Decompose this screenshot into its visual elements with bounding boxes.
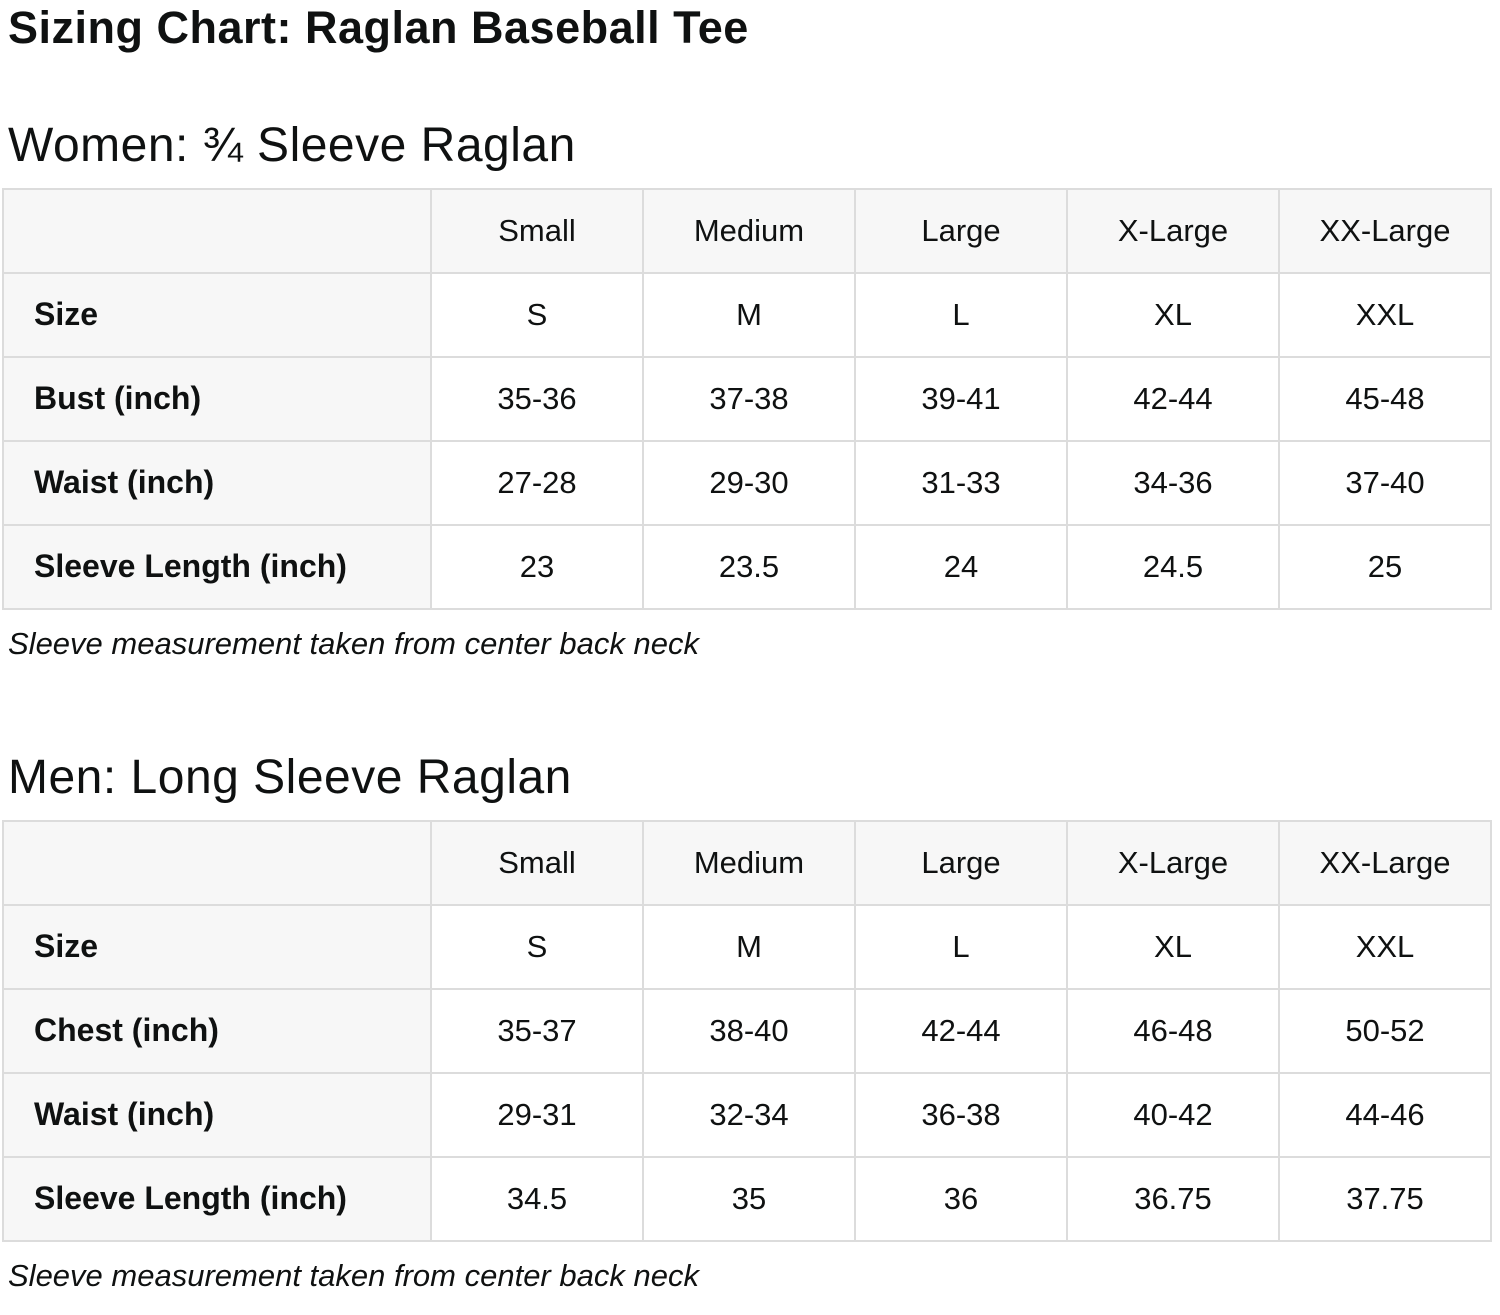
value-cell: 44-46 <box>1278 1071 1492 1158</box>
value-cell: 50-52 <box>1278 987 1492 1074</box>
row-label: Sleeve Length (inch) <box>2 1155 432 1242</box>
men-sizing-table: Small Medium Large X-Large XX-Large Size… <box>2 819 1492 1242</box>
value-cell: 32-34 <box>642 1071 856 1158</box>
row-label: Waist (inch) <box>2 1071 432 1158</box>
men-section: Men: Long Sleeve Raglan Small Medium Lar… <box>0 750 1500 1294</box>
value-cell: 39-41 <box>854 355 1068 442</box>
row-label: Sleeve Length (inch) <box>2 523 432 610</box>
value-cell: M <box>642 271 856 358</box>
value-cell: XXL <box>1278 903 1492 990</box>
value-cell: 40-42 <box>1066 1071 1280 1158</box>
value-cell: 38-40 <box>642 987 856 1074</box>
table-header-row: Small Medium Large X-Large XX-Large <box>2 819 1492 906</box>
sizing-note: Sleeve measurement taken from center bac… <box>8 625 699 661</box>
value-cell: L <box>854 271 1068 358</box>
value-cell: 36-38 <box>854 1071 1068 1158</box>
women-section: Women: ¾ Sleeve Raglan Small Medium Larg… <box>0 118 1500 662</box>
value-cell: 24.5 <box>1066 523 1280 610</box>
value-cell: 24 <box>854 523 1068 610</box>
column-header: X-Large <box>1066 819 1280 906</box>
table-row: Size S M L XL XXL <box>2 271 1492 358</box>
value-cell: 37-38 <box>642 355 856 442</box>
table-row: Chest (inch) 35-37 38-40 42-44 46-48 50-… <box>2 987 1492 1074</box>
value-cell: 36.75 <box>1066 1155 1280 1242</box>
value-cell: 31-33 <box>854 439 1068 526</box>
row-label: Chest (inch) <box>2 987 432 1074</box>
value-cell: 29-30 <box>642 439 856 526</box>
corner-cell <box>2 819 432 906</box>
value-cell: 29-31 <box>430 1071 644 1158</box>
row-label: Size <box>2 903 432 990</box>
row-label: Waist (inch) <box>2 439 432 526</box>
table-header-row: Small Medium Large X-Large XX-Large <box>2 187 1492 274</box>
value-cell: 23 <box>430 523 644 610</box>
value-cell: 27-28 <box>430 439 644 526</box>
value-cell: 42-44 <box>1066 355 1280 442</box>
value-cell: S <box>430 271 644 358</box>
page-title: Sizing Chart: Raglan Baseball Tee <box>8 2 749 53</box>
value-cell: 37-40 <box>1278 439 1492 526</box>
value-cell: 45-48 <box>1278 355 1492 442</box>
column-header: Small <box>430 187 644 274</box>
value-cell: L <box>854 903 1068 990</box>
column-header: X-Large <box>1066 187 1280 274</box>
value-cell: S <box>430 903 644 990</box>
value-cell: XL <box>1066 903 1280 990</box>
value-cell: 34-36 <box>1066 439 1280 526</box>
table-row: Size S M L XL XXL <box>2 903 1492 990</box>
table-row: Sleeve Length (inch) 34.5 35 36 36.75 37… <box>2 1155 1492 1242</box>
column-header: Medium <box>642 819 856 906</box>
value-cell: XXL <box>1278 271 1492 358</box>
value-cell: 37.75 <box>1278 1155 1492 1242</box>
column-header: XX-Large <box>1278 187 1492 274</box>
value-cell: 35-37 <box>430 987 644 1074</box>
women-sizing-table: Small Medium Large X-Large XX-Large Size… <box>2 187 1492 610</box>
column-header: Medium <box>642 187 856 274</box>
column-header: Large <box>854 819 1068 906</box>
value-cell: 46-48 <box>1066 987 1280 1074</box>
value-cell: 35-36 <box>430 355 644 442</box>
value-cell: 42-44 <box>854 987 1068 1074</box>
corner-cell <box>2 187 432 274</box>
row-label: Bust (inch) <box>2 355 432 442</box>
column-header: Small <box>430 819 644 906</box>
table-row: Waist (inch) 27-28 29-30 31-33 34-36 37-… <box>2 439 1492 526</box>
value-cell: M <box>642 903 856 990</box>
value-cell: 23.5 <box>642 523 856 610</box>
value-cell: 35 <box>642 1155 856 1242</box>
value-cell: 25 <box>1278 523 1492 610</box>
women-section-heading: Women: ¾ Sleeve Raglan <box>8 118 576 172</box>
value-cell: 34.5 <box>430 1155 644 1242</box>
men-section-heading: Men: Long Sleeve Raglan <box>8 750 572 804</box>
sizing-note: Sleeve measurement taken from center bac… <box>8 1257 699 1293</box>
table-row: Waist (inch) 29-31 32-34 36-38 40-42 44-… <box>2 1071 1492 1158</box>
row-label: Size <box>2 271 432 358</box>
table-row: Bust (inch) 35-36 37-38 39-41 42-44 45-4… <box>2 355 1492 442</box>
column-header: XX-Large <box>1278 819 1492 906</box>
column-header: Large <box>854 187 1068 274</box>
table-row: Sleeve Length (inch) 23 23.5 24 24.5 25 <box>2 523 1492 610</box>
value-cell: 36 <box>854 1155 1068 1242</box>
value-cell: XL <box>1066 271 1280 358</box>
